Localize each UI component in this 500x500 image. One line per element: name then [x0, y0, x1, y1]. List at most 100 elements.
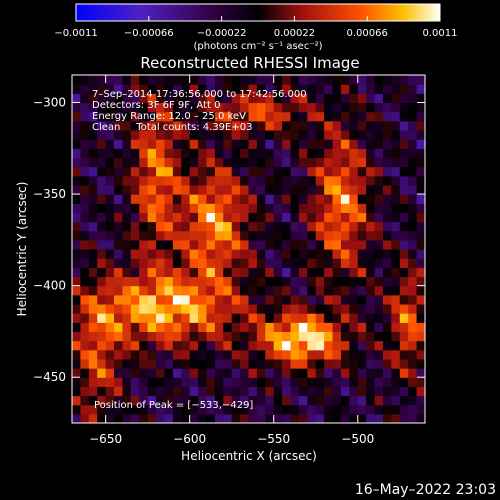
heatmap-cell: [231, 340, 241, 351]
heatmap-cell: [290, 258, 300, 268]
heatmap-cell: [114, 395, 124, 406]
heatmap-cell: [256, 230, 266, 241]
heatmap-cell: [240, 340, 250, 351]
heatmap-cell: [164, 221, 174, 232]
heatmap-cell: [349, 395, 359, 406]
colorbar-ticks: −0.0011 −0.00066 −0.00022 0.00022 0.00066 0.0…: [54, 16, 458, 39]
heatmap-cell: [105, 102, 115, 113]
heatmap-cell: [80, 386, 90, 397]
heatmap-cell: [139, 129, 149, 140]
heatmap-cell: [172, 249, 182, 259]
heatmap-cell: [399, 120, 409, 131]
heatmap-cell: [198, 395, 208, 406]
heatmap-cell: [164, 386, 174, 397]
heatmap-cell: [206, 157, 216, 168]
heatmap-cell: [273, 212, 283, 223]
heatmap-cell: [122, 331, 132, 342]
heatmap-cell: [164, 157, 174, 168]
heatmap-cell: [105, 249, 115, 259]
heatmap-cell: [374, 120, 384, 131]
heatmap-cell: [256, 175, 266, 186]
heatmap-cell: [198, 129, 208, 140]
heatmap-cell: [147, 267, 157, 278]
heatmap-cell: [290, 175, 300, 186]
heatmap-cell: [147, 349, 157, 360]
colorbar-units: (photons cm⁻² s⁻¹ asec⁻²): [193, 41, 322, 52]
heatmap-cell: [399, 221, 409, 232]
heatmap-cell: [181, 322, 191, 333]
chart-title: Reconstructed RHESSI Image: [140, 54, 359, 72]
heatmap-cell: [105, 93, 115, 104]
heatmap-cell: [332, 413, 342, 423]
heatmap-cell: [240, 285, 250, 296]
heatmap-cell: [147, 102, 157, 113]
heatmap-cell: [206, 139, 216, 149]
heatmap-cell: [382, 194, 392, 204]
heatmap-cell: [240, 358, 250, 369]
heatmap-cell: [332, 404, 342, 415]
heatmap-cell: [340, 340, 350, 351]
heatmap-cell: [223, 139, 233, 149]
heatmap-cell: [416, 258, 425, 268]
heatmap-cell: [105, 258, 115, 268]
heatmap-cell: [164, 93, 174, 104]
heatmap-cell: [156, 139, 166, 149]
colorbar-tick-label: −0.00022: [197, 28, 247, 39]
heatmap-cell: [130, 166, 140, 177]
heatmap-cell: [408, 194, 418, 204]
heatmap-cell: [147, 276, 157, 287]
heatmap-cell: [366, 157, 376, 168]
heatmap-cell: [156, 303, 166, 314]
heatmap-cell: [114, 340, 124, 351]
heatmap-cell: [139, 111, 149, 122]
heatmap-cell: [105, 166, 115, 177]
heatmap-cell: [307, 276, 317, 287]
heatmap-cell: [156, 184, 166, 195]
heatmap-cell: [80, 313, 90, 323]
heatmap-cell: [156, 395, 166, 406]
heatmap-cell: [374, 276, 384, 287]
heatmap-cell: [340, 203, 350, 213]
heatmap-cell: [72, 349, 82, 360]
heatmap-cell: [206, 93, 216, 104]
heatmap-cell: [416, 175, 425, 186]
heatmap-cell: [399, 148, 409, 159]
heatmap-cell: [349, 84, 359, 94]
heatmap-cell: [399, 395, 409, 406]
heatmap-cell: [147, 404, 157, 415]
colorbar: −0.0011 −0.00066 −0.00022 0.00022 0.00066 0.0…: [54, 3, 458, 52]
heatmap-cell: [130, 93, 140, 104]
heatmap-cell: [198, 111, 208, 122]
heatmap-cell: [130, 276, 140, 287]
heatmap-cell: [114, 258, 124, 268]
heatmap-cell: [357, 404, 367, 415]
heatmap-cell: [408, 93, 418, 104]
heatmap-cell: [265, 258, 275, 268]
heatmap-cell: [198, 404, 208, 415]
heatmap-cell: [198, 294, 208, 305]
heatmap-cell: [147, 175, 157, 186]
heatmap-cell: [172, 313, 182, 323]
heatmap-cell: [97, 303, 107, 314]
heatmap-cell: [273, 404, 283, 415]
heatmap-cell: [147, 111, 157, 122]
heatmap-cell: [206, 120, 216, 131]
heatmap-cell: [181, 129, 191, 140]
heatmap-cell: [88, 194, 98, 204]
heatmap-cell: [122, 276, 132, 287]
heatmap-cell: [382, 175, 392, 186]
heatmap-cell: [382, 93, 392, 104]
heatmap-cell: [366, 221, 376, 232]
heatmap-cell: [408, 249, 418, 259]
heatmap-cell: [391, 212, 401, 223]
heatmap-cell: [273, 166, 283, 177]
heatmap-cell: [357, 175, 367, 186]
heatmap-cell: [240, 221, 250, 232]
heatmap-cell: [114, 139, 124, 149]
heatmap-cell: [223, 111, 233, 122]
heatmap-cell: [172, 194, 182, 204]
heatmap-cell: [273, 129, 283, 140]
heatmap-cell: [139, 120, 149, 131]
heatmap-cell: [206, 212, 216, 223]
heatmap-cell: [181, 294, 191, 305]
